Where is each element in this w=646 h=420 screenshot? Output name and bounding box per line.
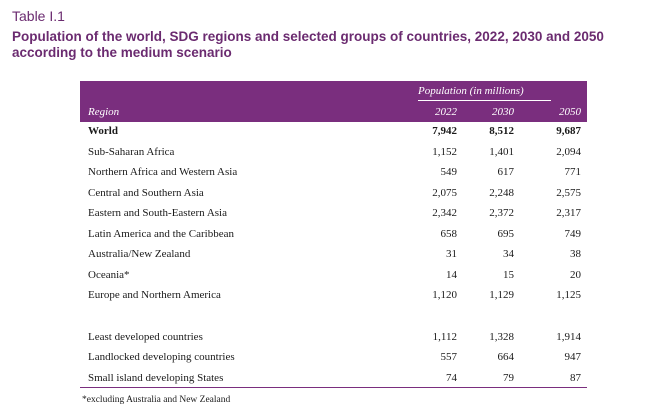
table-number: Table I.1	[12, 8, 65, 24]
population-2022-cell: 7,942	[432, 125, 457, 137]
population-2022-cell: 1,120	[432, 289, 457, 301]
region-name-cell: Landlocked developing countries	[88, 351, 235, 363]
population-2022-cell: 658	[440, 227, 458, 240]
region-name-cell: Eastern and South-Eastern Asia	[88, 207, 227, 219]
population-2022-cell: 31	[446, 248, 457, 260]
table-row: Europe and Northern America 1,120 1,129 1,1…	[80, 286, 587, 307]
population-2022-cell: 2,342	[432, 207, 457, 219]
population-2022-cell: 557	[440, 351, 458, 363]
table-row: Least developed countries 1,112 1,328 1,914	[80, 328, 587, 349]
table-bottom-rule	[80, 387, 587, 388]
population-2030-cell: 1,129	[489, 289, 514, 301]
region-name-cell: Australia/New Zealand	[88, 248, 191, 260]
population-2022-cell: 1,112	[432, 330, 457, 343]
table-body: World 7,942 8,512 9,687 Sub-Saharan Africa 1,…	[80, 122, 587, 389]
region-name-cell: World	[88, 125, 118, 137]
population-2030-cell: 2,372	[489, 207, 514, 219]
region-name-cell: Sub-Saharan Africa	[88, 145, 175, 158]
region-name-cell: Least developed countries	[88, 330, 203, 343]
footnote: *excluding Australia and New Zealand	[82, 395, 231, 405]
population-2030-cell: 695	[497, 227, 515, 240]
population-2022-cell: 1,152	[432, 145, 457, 158]
population-2050-cell: 947	[564, 351, 582, 363]
population-2022-cell: 14	[446, 268, 457, 281]
table-row: Latin America and the Caribbean 658 695 749	[80, 225, 587, 246]
population-2050-cell: 20	[570, 268, 581, 281]
population-2050-cell: 87	[570, 371, 581, 384]
table-header-band: Population (in millions) Region 2022 203…	[80, 81, 587, 122]
region-name-cell: Oceania*	[88, 268, 130, 281]
table-row: Northern Africa and Western Asia 549 617 77…	[80, 163, 587, 184]
population-2050-cell: 1,914	[556, 330, 581, 343]
table-row: Sub-Saharan Africa 1,152 1,401 2,094	[80, 143, 587, 164]
population-2030-cell: 2,248	[489, 186, 514, 199]
year-header-2030: 2030	[492, 106, 514, 118]
population-2030-cell: 8,512	[489, 125, 514, 137]
population-2030-cell: 1,328	[489, 330, 514, 343]
population-2022-cell: 2,075	[432, 186, 457, 199]
population-2030-cell: 664	[497, 351, 515, 363]
population-2050-cell: 9,687	[556, 125, 581, 137]
population-2022-cell: 74	[446, 371, 457, 384]
population-2050-cell: 2,094	[556, 145, 581, 158]
table-row: Landlocked developing countries 557 664 947	[80, 348, 587, 369]
population-2050-cell: 2,575	[556, 186, 581, 199]
population-2050-cell: 2,317	[556, 207, 581, 219]
table-row: Small island developing States 74 79 87	[80, 369, 587, 390]
region-name-cell: Northern Africa and Western Asia	[88, 166, 238, 178]
population-2022-cell: 549	[440, 166, 458, 178]
population-2030-cell: 1,401	[489, 145, 514, 158]
table-row: World 7,942 8,512 9,687	[80, 122, 587, 143]
region-name-cell: Latin America and the Caribbean	[88, 227, 234, 240]
population-2030-cell: 34	[503, 248, 514, 260]
table-row: Eastern and South-Eastern Asia 2,342 2,372…	[80, 204, 587, 225]
population-2030-cell: 79	[503, 371, 514, 384]
region-name-cell: Central and Southern Asia	[88, 186, 204, 199]
year-header-2022: 2022	[435, 106, 457, 118]
table-row: Oceania* 14 15 20	[80, 266, 587, 287]
table-row: Central and Southern Asia 2,075 2,248 2,575	[80, 184, 587, 205]
population-2030-cell: 15	[503, 268, 514, 281]
region-column-header: Region	[88, 106, 120, 118]
population-2030-cell: 617	[497, 166, 515, 178]
population-2050-cell: 749	[564, 227, 582, 240]
year-header-2050: 2050	[559, 106, 581, 118]
region-name-cell: Small island developing States	[88, 371, 224, 384]
population-group-header: Population (in millions)	[418, 85, 524, 97]
group-header-rule	[418, 100, 551, 101]
population-2050-cell: 38	[570, 248, 581, 260]
population-2050-cell: 771	[564, 166, 582, 178]
table-row: Australia/New Zealand 31 34 38	[80, 245, 587, 266]
region-name-cell: Europe and Northern America	[88, 289, 221, 301]
table-title: Population of the world, SDG regions and…	[12, 29, 604, 60]
population-2050-cell: 1,125	[556, 289, 581, 301]
